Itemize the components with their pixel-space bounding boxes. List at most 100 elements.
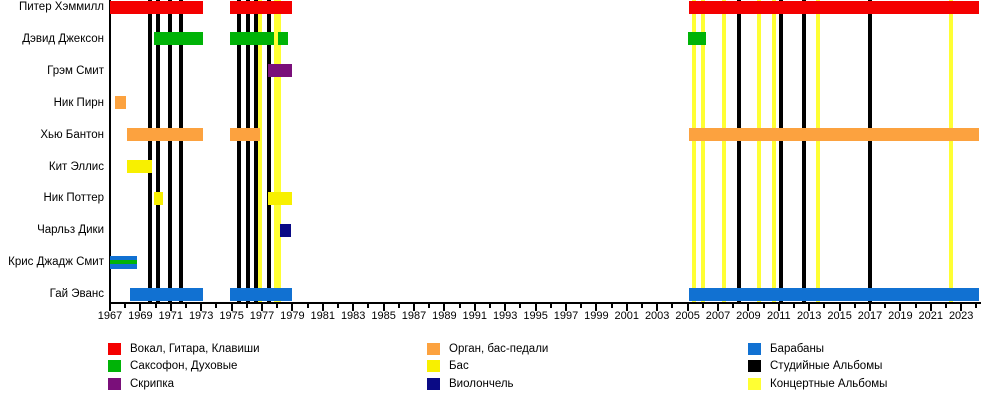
member-bar bbox=[687, 32, 706, 46]
x-tick-label: 1971 bbox=[158, 310, 184, 322]
live-album-line bbox=[691, 0, 696, 302]
member-bar bbox=[689, 0, 980, 14]
member-bar bbox=[154, 32, 203, 46]
legend-label: Студийные Альбомы bbox=[770, 360, 883, 373]
x-tick-label: 2001 bbox=[614, 310, 640, 322]
x-axis-tick bbox=[869, 303, 871, 311]
legend-swatch-live_yellow bbox=[748, 377, 761, 390]
live-album-line bbox=[258, 0, 263, 302]
legend-swatch-yellow bbox=[427, 360, 440, 373]
x-tick-label: 2009 bbox=[736, 310, 761, 322]
x-axis-tick bbox=[139, 303, 142, 311]
legend-label: Бас bbox=[449, 360, 469, 373]
member-label: Грэм Смит bbox=[47, 64, 104, 77]
x-axis-tick bbox=[458, 303, 461, 308]
live-album-line bbox=[276, 0, 281, 302]
x-axis-tick bbox=[793, 303, 795, 308]
studio-album-line bbox=[179, 0, 184, 302]
x-axis-tick bbox=[489, 303, 491, 308]
x-axis-tick bbox=[397, 303, 400, 308]
legend-label: Орган, бас-педали bbox=[449, 343, 549, 355]
x-tick-label: 2011 bbox=[766, 310, 791, 322]
member-bar bbox=[268, 191, 293, 205]
x-tick-label: 1991 bbox=[462, 310, 488, 322]
x-tick-label: 1977 bbox=[249, 310, 275, 322]
bar-stripe-green bbox=[110, 260, 138, 265]
studio-album-line bbox=[801, 0, 806, 302]
x-axis-tick bbox=[382, 303, 385, 311]
member-bar bbox=[110, 255, 138, 269]
x-axis-tick bbox=[230, 303, 233, 311]
live-album-line bbox=[948, 0, 953, 302]
x-axis-tick bbox=[701, 303, 704, 308]
x-axis-tick bbox=[808, 303, 811, 311]
x-axis-tick bbox=[321, 303, 324, 311]
legend-swatch-red bbox=[108, 343, 121, 355]
x-tick-label: 1985 bbox=[371, 310, 396, 322]
y-axis-line bbox=[109, 0, 111, 303]
x-tick-label: 1989 bbox=[432, 310, 457, 322]
x-axis-tick bbox=[823, 303, 826, 308]
x-axis-tick bbox=[762, 303, 765, 308]
x-axis-tick bbox=[838, 303, 841, 311]
member-label: Ник Поттер bbox=[43, 192, 104, 205]
x-tick-label: 2017 bbox=[857, 310, 883, 322]
studio-album-line bbox=[779, 0, 784, 302]
x-tick-label: 1967 bbox=[97, 310, 123, 322]
studio-album-line bbox=[168, 0, 173, 302]
member-bar bbox=[230, 0, 293, 14]
studio-album-line bbox=[237, 0, 242, 302]
member-bar bbox=[114, 96, 126, 110]
x-axis-tick bbox=[899, 303, 902, 311]
x-axis-tick bbox=[580, 303, 583, 308]
member-bar bbox=[280, 223, 291, 237]
member-bar bbox=[154, 191, 164, 205]
bar-stripe-blue bbox=[110, 255, 138, 261]
studio-album-line bbox=[147, 0, 152, 302]
x-axis-tick bbox=[169, 303, 172, 311]
studio-album-line bbox=[868, 0, 872, 302]
x-tick-label: 1975 bbox=[219, 310, 244, 322]
member-label: Гай Эванс bbox=[49, 288, 104, 301]
member-label: Ник Пирн bbox=[53, 96, 104, 109]
member-bar bbox=[268, 64, 293, 78]
x-tick-label: 2013 bbox=[796, 310, 822, 322]
live-album-line bbox=[700, 0, 705, 302]
legend-label: Барабаны bbox=[770, 343, 825, 355]
x-axis-tick bbox=[413, 303, 415, 311]
member-label: Питер Хэммилл bbox=[18, 1, 104, 13]
x-tick-label: 1993 bbox=[492, 310, 518, 322]
member-bar bbox=[278, 32, 288, 46]
x-axis-tick bbox=[245, 303, 248, 308]
legend-swatch-purple bbox=[108, 377, 121, 390]
member-bar bbox=[126, 128, 203, 142]
x-axis-tick bbox=[960, 303, 963, 311]
live-album-line bbox=[816, 0, 821, 302]
x-tick-label: 2015 bbox=[827, 310, 852, 322]
x-axis-tick bbox=[124, 303, 127, 308]
member-label: Хью Бантон bbox=[40, 128, 104, 141]
legend-label: Концертные Альбомы bbox=[770, 377, 888, 390]
x-tick-label: 2005 bbox=[675, 310, 700, 322]
x-tick-label: 2023 bbox=[948, 310, 974, 322]
x-axis-tick bbox=[641, 303, 643, 308]
x-axis-tick bbox=[610, 303, 613, 308]
x-axis-tick bbox=[504, 303, 507, 311]
member-bar bbox=[230, 128, 261, 142]
x-axis-tick bbox=[732, 303, 735, 308]
x-axis-tick bbox=[686, 303, 689, 311]
legend-swatch-black bbox=[748, 360, 761, 373]
x-axis-tick bbox=[215, 303, 218, 308]
x-tick-label: 1979 bbox=[280, 310, 305, 322]
x-axis-tick bbox=[914, 303, 917, 308]
x-tick-label: 2019 bbox=[888, 310, 913, 322]
member-bar bbox=[230, 32, 275, 46]
studio-album-line bbox=[246, 0, 251, 302]
x-axis-tick bbox=[261, 303, 263, 311]
x-tick-label: 2003 bbox=[644, 310, 670, 322]
x-axis-tick bbox=[747, 303, 750, 311]
member-bar bbox=[129, 287, 203, 301]
studio-album-line bbox=[155, 0, 160, 302]
legend-swatch-green bbox=[108, 360, 121, 373]
